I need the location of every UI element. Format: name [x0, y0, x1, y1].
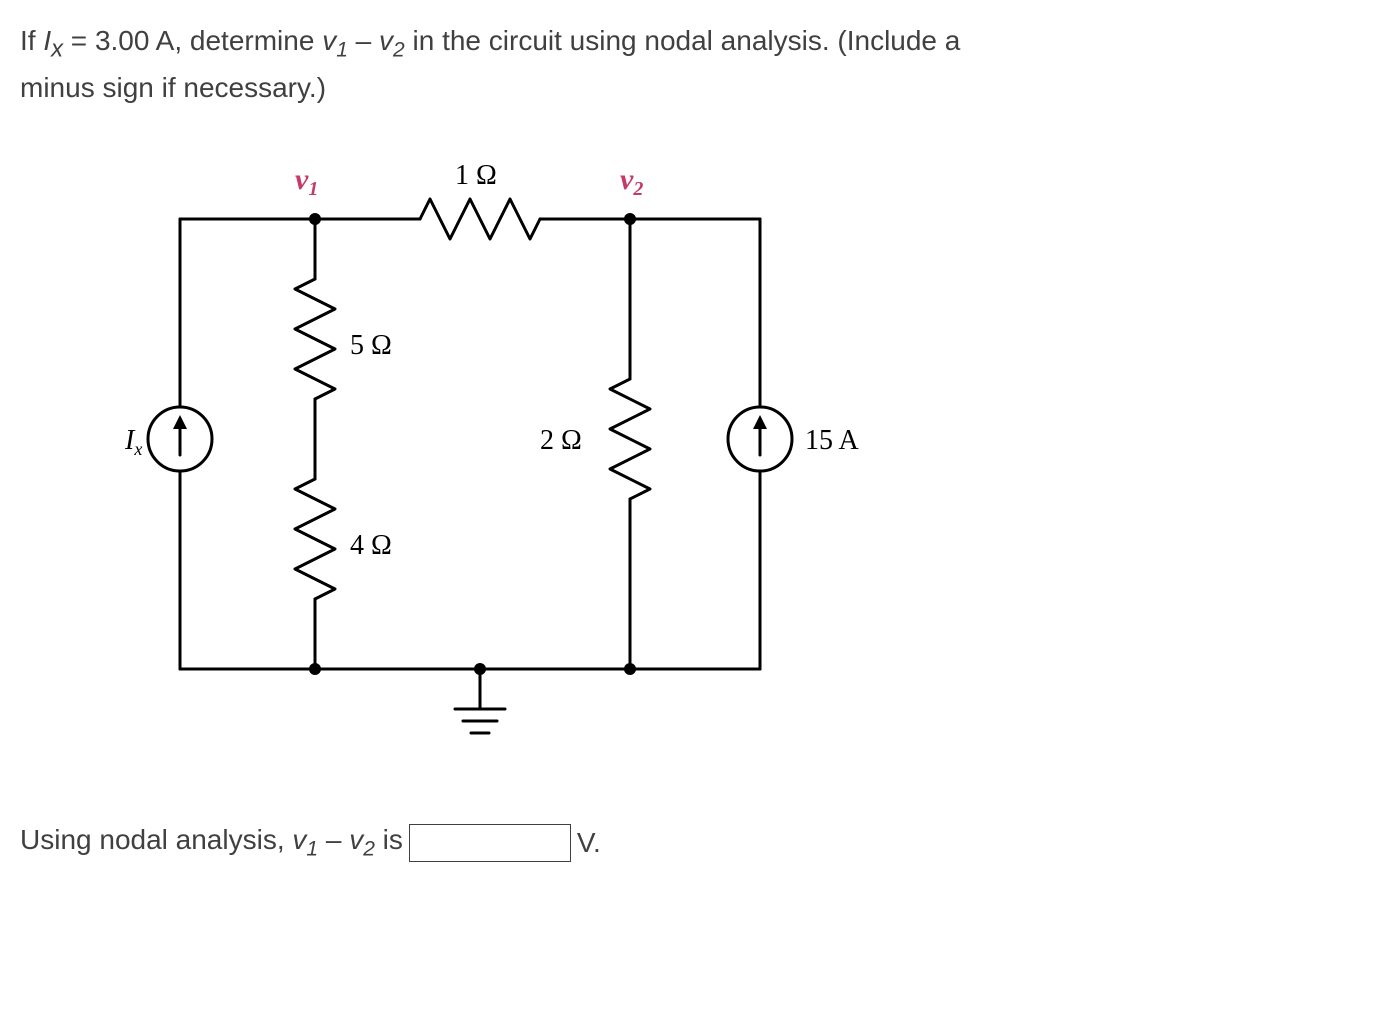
ans-is: is — [375, 824, 403, 855]
label-4ohm: 4 Ω — [350, 530, 392, 561]
node-br-dot — [624, 663, 636, 675]
answer-line: Using nodal analysis, v1 – v2 is V. — [20, 824, 1365, 862]
circuit-diagram: v1 v2 1 Ω 5 Ω 4 Ω 2 Ω Ix 15 A — [120, 149, 1365, 774]
label-ix: Ix — [124, 425, 142, 459]
q-v11: 1 — [336, 39, 348, 62]
ans-v2v: v — [349, 824, 363, 855]
q-line2: minus sign if necessary.) — [20, 72, 326, 103]
label-2ohm: 2 Ω — [540, 425, 582, 456]
ans-pre: Using nodal analysis, — [20, 824, 292, 855]
arrow-15a — [753, 415, 767, 455]
ans-unit: V. — [577, 827, 601, 859]
q-pre: If — [20, 25, 43, 56]
arrow-ix — [173, 415, 187, 455]
resistor-1ohm — [420, 199, 540, 239]
ans-v22: 2 — [363, 838, 375, 861]
q-ix-x: x — [51, 36, 63, 63]
q-line1: If Ix = 3.00 A, determine v1 – v2 in the… — [20, 25, 960, 56]
label-v1: v1 — [295, 163, 318, 200]
ans-v11: 1 — [306, 838, 318, 861]
q-post: in the circuit using nodal analysis. (In… — [405, 25, 961, 56]
node-bl-dot — [309, 663, 321, 675]
label-5ohm: 5 Ω — [350, 330, 392, 361]
q-mid: = 3.00 A, determine — [63, 25, 322, 56]
label-v2: v2 — [620, 163, 643, 200]
answer-input[interactable] — [409, 824, 571, 862]
node-v1-dot — [309, 213, 321, 225]
q-v2v: v — [379, 25, 393, 56]
node-v2-dot — [624, 213, 636, 225]
ans-v1v: v — [292, 824, 306, 855]
q-v1v: v — [322, 25, 336, 56]
ans-minus: – — [318, 824, 349, 855]
q-ix-i: I — [43, 25, 51, 56]
circuit-svg: v1 v2 1 Ω 5 Ω 4 Ω 2 Ω Ix 15 A — [120, 149, 880, 769]
label-15a: 15 A — [805, 425, 859, 456]
q-minus: – — [348, 25, 379, 56]
q-v22: 2 — [393, 39, 405, 62]
resistor-2ohm — [610, 379, 650, 499]
resistor-5ohm — [295, 279, 335, 399]
question-text: If Ix = 3.00 A, determine v1 – v2 in the… — [20, 20, 1365, 109]
node-gnd-dot — [474, 663, 486, 675]
resistor-4ohm — [295, 479, 335, 599]
label-1ohm: 1 Ω — [455, 160, 497, 191]
